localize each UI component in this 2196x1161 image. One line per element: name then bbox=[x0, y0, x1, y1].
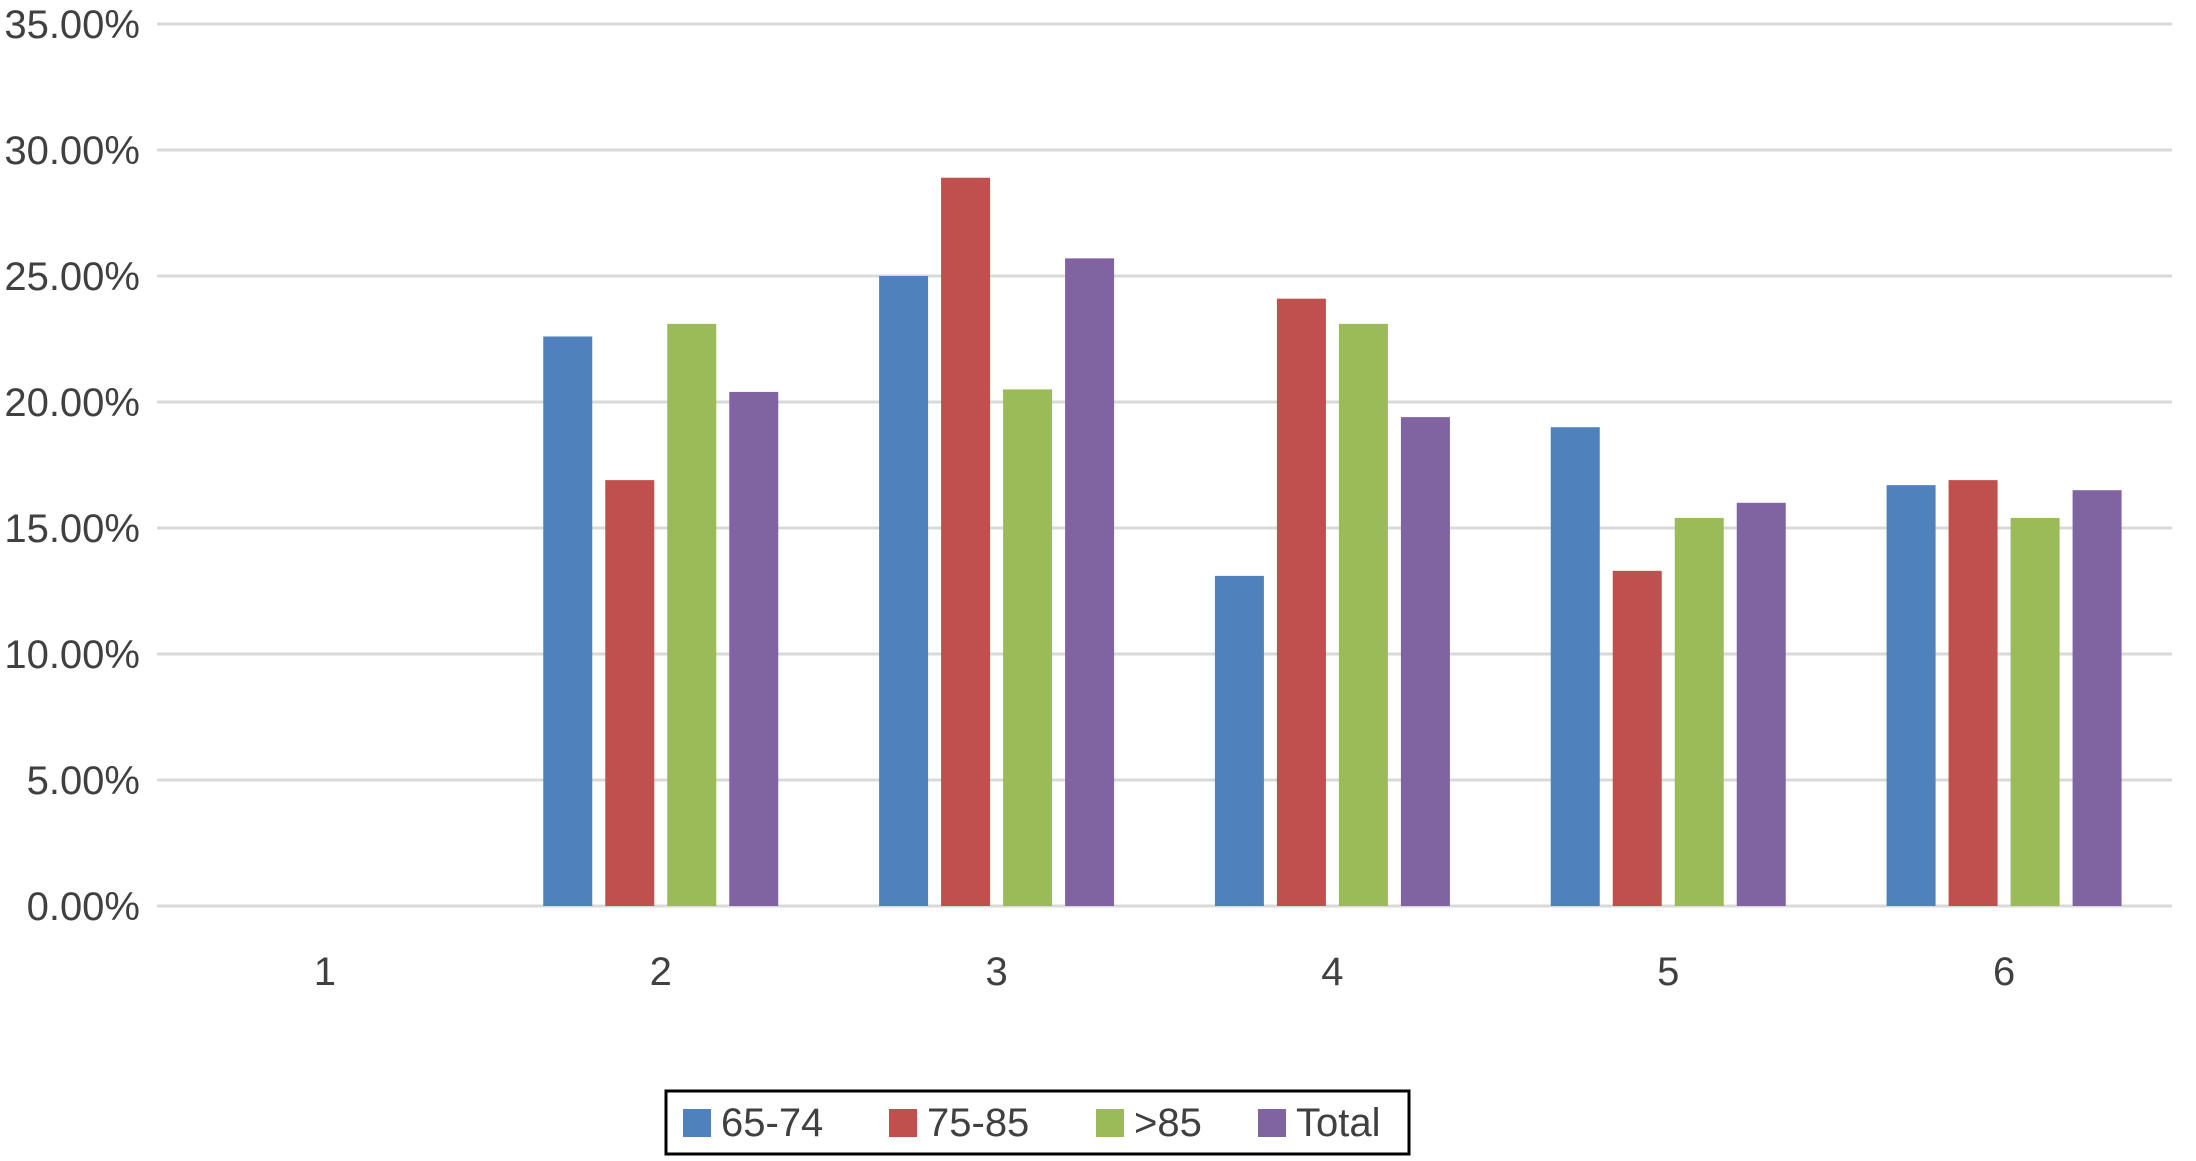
y-tick-label: 0.00% bbox=[27, 885, 140, 929]
bar-Total-5 bbox=[1736, 502, 1786, 906]
bar-85-6 bbox=[2010, 517, 2060, 906]
legend-item: >85 bbox=[1096, 1101, 1202, 1145]
bar-7585-3 bbox=[941, 177, 991, 907]
bar-85-5 bbox=[1674, 517, 1724, 906]
legend-item: 65-74 bbox=[683, 1101, 823, 1145]
y-tick-label: 25.00% bbox=[4, 255, 140, 299]
bar-6574-5 bbox=[1550, 427, 1600, 906]
bar-85-2 bbox=[667, 323, 717, 906]
bar-7585-2 bbox=[605, 480, 655, 906]
bar-6574-4 bbox=[1214, 575, 1264, 906]
x-tick-label: 1 bbox=[314, 950, 336, 994]
legend-label: >85 bbox=[1134, 1101, 1202, 1145]
bar-6574-3 bbox=[879, 276, 929, 906]
x-tick-label: 4 bbox=[1321, 950, 1343, 994]
legend-label: 65-74 bbox=[721, 1101, 823, 1145]
bar-85-4 bbox=[1338, 323, 1388, 906]
bar-7585-6 bbox=[1948, 480, 1998, 906]
y-tick-label: 35.00% bbox=[4, 3, 140, 47]
bar-6574-2 bbox=[543, 336, 593, 907]
legend-swatch bbox=[889, 1109, 917, 1137]
y-axis-ticks: 0.00% 5.00% 10.00% 15.00% 20.00% 25.00% 30.00%… bbox=[4, 3, 140, 929]
legend-item: Total bbox=[1258, 1101, 1381, 1145]
y-tick-label: 15.00% bbox=[4, 507, 140, 551]
bar-85-3 bbox=[1003, 389, 1053, 906]
bar-7585-4 bbox=[1276, 298, 1326, 906]
legend-label: Total bbox=[1296, 1101, 1381, 1145]
y-tick-label: 5.00% bbox=[27, 759, 140, 803]
x-tick-label: 2 bbox=[650, 950, 672, 994]
legend-label: 75-85 bbox=[927, 1101, 1029, 1145]
y-tick-label: 30.00% bbox=[4, 129, 140, 173]
bar-Total-6 bbox=[2072, 490, 2122, 906]
legend-item: 75-85 bbox=[889, 1101, 1029, 1145]
bar-Total-3 bbox=[1065, 258, 1115, 906]
legend-swatch bbox=[1258, 1109, 1286, 1137]
y-tick-label: 20.00% bbox=[4, 381, 140, 425]
y-tick-label: 10.00% bbox=[4, 633, 140, 677]
bar-6574-6 bbox=[1886, 485, 1936, 906]
legend-swatch bbox=[1096, 1109, 1124, 1137]
x-tick-label: 6 bbox=[1993, 950, 2015, 994]
bar-Total-2 bbox=[729, 391, 779, 906]
bar-7585-5 bbox=[1612, 570, 1662, 906]
legend-swatch bbox=[683, 1109, 711, 1137]
bars bbox=[543, 177, 2122, 907]
x-axis-ticks: 1 2 3 4 5 6 bbox=[314, 950, 2015, 994]
x-tick-label: 5 bbox=[1657, 950, 1679, 994]
gridlines bbox=[157, 22, 2172, 908]
bar-Total-4 bbox=[1400, 417, 1450, 906]
x-tick-label: 3 bbox=[985, 950, 1007, 994]
legend: 65-74 75-85 >85 Total bbox=[664, 1089, 1411, 1156]
